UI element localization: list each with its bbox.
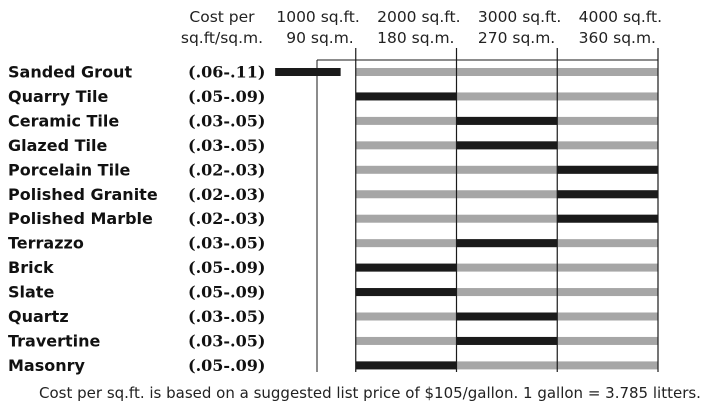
cost-label: (.05-.09)	[188, 283, 265, 302]
coverage-range-bars	[275, 68, 658, 370]
coverage-bar	[275, 68, 341, 76]
category-label: Brick	[8, 258, 54, 277]
cost-label: (.03-.05)	[188, 307, 265, 326]
coverage-bar	[355, 92, 457, 101]
category-label: Polished Granite	[8, 185, 158, 204]
background-bar	[355, 288, 658, 297]
category-label: Glazed Tile	[8, 136, 107, 155]
cost-label: (.06-.11)	[188, 63, 265, 82]
tick-label-sqm: 180 sq.m.	[377, 29, 454, 47]
background-bar	[355, 68, 658, 76]
coverage-bar	[456, 312, 558, 321]
background-bar	[355, 92, 658, 101]
tick-label-sqm: 90 sq.m.	[286, 29, 354, 47]
coverage-bar	[456, 141, 558, 150]
cost-label: (.03-.05)	[188, 234, 265, 253]
row-labels: Sanded Grout (.06-.11) Quarry Tile (.05-.09…	[8, 63, 265, 375]
coverage-bar	[355, 361, 457, 370]
cost-label: (.03-.05)	[188, 111, 265, 130]
cost-label: (.02-.03)	[188, 160, 265, 179]
background-bar	[355, 214, 658, 223]
background-bar	[355, 361, 658, 370]
cost-label: (.02-.03)	[188, 185, 265, 204]
coverage-bar	[355, 263, 457, 272]
cost-label: (.02-.03)	[188, 209, 265, 228]
background-bar	[355, 165, 658, 174]
category-label: Polished Marble	[8, 209, 153, 228]
footnote: Cost per sq.ft. is based on a suggested …	[39, 384, 701, 402]
cost-header-line-2: sq.ft/sq.m.	[181, 29, 263, 47]
cost-label: (.05-.09)	[188, 258, 265, 277]
coverage-bar	[456, 239, 558, 248]
category-label: Quarry Tile	[8, 87, 108, 106]
category-label: Sanded Grout	[8, 63, 132, 82]
cost-label: (.03-.05)	[188, 136, 265, 155]
tick-label-sqm: 360 sq.m.	[579, 29, 656, 47]
gridlines	[316, 48, 659, 372]
cost-label: (.05-.09)	[188, 87, 265, 106]
background-bar	[355, 190, 658, 199]
coverage-bar	[456, 116, 558, 125]
category-label: Masonry	[8, 356, 86, 375]
background-bar	[355, 263, 658, 272]
category-label: Terrazzo	[8, 234, 84, 253]
coverage-bar	[557, 214, 658, 223]
tick-label-sqm: 270 sq.m.	[478, 29, 555, 47]
tick-label-sqft: 2000 sq.ft.	[377, 8, 460, 26]
coverage-bar	[557, 190, 658, 199]
coverage-bar	[456, 336, 558, 345]
category-label: Porcelain Tile	[8, 160, 131, 179]
tick-label-sqft: 4000 sq.ft.	[579, 8, 662, 26]
tick-label-sqft: 1000 sq.ft.	[276, 8, 359, 26]
chart-header: Cost per sq.ft/sq.m.	[181, 8, 263, 47]
category-label: Slate	[8, 283, 54, 302]
category-label: Quartz	[8, 307, 69, 326]
coverage-bar	[557, 165, 658, 174]
cost-label: (.03-.05)	[188, 331, 265, 350]
category-label: Ceramic Tile	[8, 111, 119, 130]
coverage-tick-labels: 1000 sq.ft. 90 sq.m. 2000 sq.ft. 180 sq.m. 3…	[276, 8, 662, 47]
tick-label-sqft: 3000 sq.ft.	[478, 8, 561, 26]
cost-label: (.05-.09)	[188, 356, 265, 375]
category-label: Travertine	[8, 331, 101, 350]
coverage-bar	[355, 288, 457, 297]
cost-header-line-1: Cost per	[189, 8, 255, 26]
